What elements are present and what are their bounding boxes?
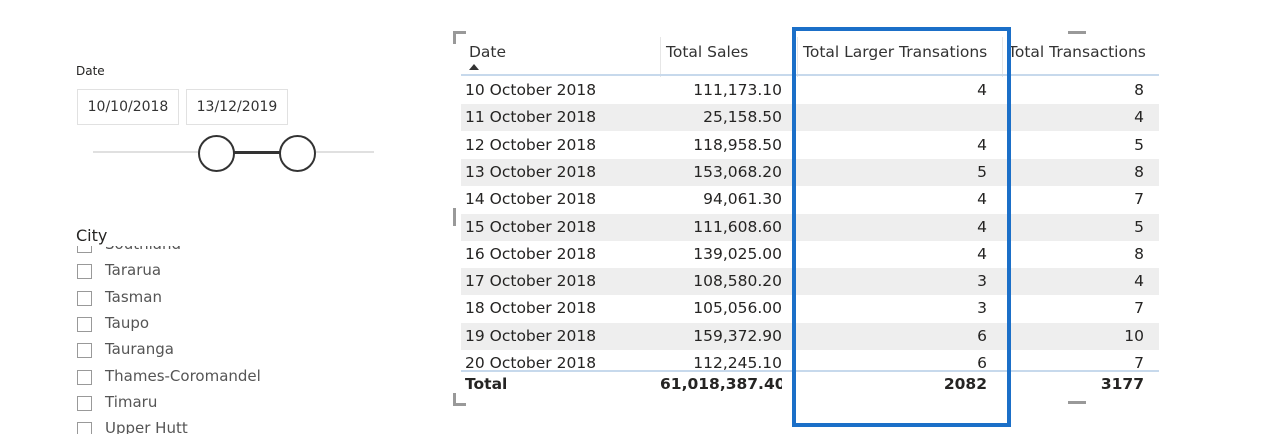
row-band — [461, 268, 1159, 296]
table-cell: 3 — [977, 272, 987, 291]
table-cell: 4 — [977, 135, 987, 154]
table-cell: 153,068.20 — [693, 162, 782, 181]
table-cell: 6 — [977, 354, 987, 370]
table-cell: 4 — [977, 244, 987, 263]
checkbox[interactable] — [77, 264, 92, 280]
city-item: Tararua — [105, 261, 162, 280]
city-item: Upper Hutt — [105, 419, 188, 434]
table-cell: 10 — [1124, 326, 1144, 345]
slider-handle[interactable] — [198, 135, 235, 172]
table-cell: 159,372.90 — [693, 326, 782, 345]
city-item: Southland — [105, 246, 181, 253]
table-cell: 111,173.10 — [693, 81, 782, 99]
highlight-box — [792, 27, 1011, 427]
table-cell: 5 — [977, 162, 987, 181]
table-cell: 19 October 2018 — [465, 326, 597, 345]
table-cell: 25,158.50 — [703, 108, 782, 127]
city-item: Timaru — [105, 392, 158, 411]
column-divider — [660, 37, 661, 77]
table-cell: 7 — [1134, 190, 1144, 209]
focus-corner — [453, 393, 466, 406]
table-cell: 17 October 2018 — [465, 272, 597, 291]
city-title: City — [76, 226, 276, 245]
table-cell: 15 October 2018 — [465, 217, 597, 236]
table-cell: 8 — [1134, 81, 1144, 99]
checkbox[interactable] — [77, 290, 92, 306]
checkbox[interactable] — [77, 422, 92, 434]
table-cell: 112,245.10 — [693, 354, 782, 370]
resize-handle — [1068, 31, 1086, 34]
row-band — [461, 213, 1159, 241]
total-cell: 2082 — [943, 375, 987, 393]
table-cell: 13 October 2018 — [465, 162, 597, 181]
table-cell: 7 — [1134, 354, 1144, 370]
table-cell: 108,580.20 — [693, 272, 782, 291]
total-cell: 61,018,387.40 — [660, 375, 782, 393]
resize-handle — [1068, 401, 1086, 404]
total-cell: 3177 — [1100, 375, 1144, 393]
table-cell: 11 October 2018 — [465, 108, 597, 127]
table-cell: 118,958.50 — [693, 135, 782, 154]
checkbox[interactable] — [77, 395, 92, 411]
table-cell: 12 October 2018 — [465, 135, 597, 154]
table-body: 10 October 2018 111,173.10 4 8 11 October 20… — [461, 77, 1159, 370]
row-band — [461, 104, 1159, 132]
city-item: Taupo — [105, 313, 150, 332]
end-date[interactable]: 13/12/2019 — [186, 89, 288, 125]
start-date[interactable]: 10/10/2018 — [77, 89, 179, 125]
table-cell: 4 — [977, 217, 987, 236]
table-cell: 6 — [977, 326, 987, 345]
table-cell: 4 — [977, 81, 987, 99]
column-header: Total Larger Transations — [803, 43, 988, 61]
table-cell: 16 October 2018 — [465, 244, 597, 263]
table-cell: 8 — [1134, 244, 1144, 263]
table-cell: 4 — [977, 190, 987, 209]
table-cell: 105,056.00 — [693, 299, 782, 318]
table-cell: 3 — [977, 299, 987, 318]
header-line — [461, 74, 1159, 76]
sort-arrow — [469, 64, 479, 70]
table-cell: 4 — [1134, 108, 1144, 127]
column-divider — [797, 37, 798, 77]
table-cell: 5 — [1134, 217, 1144, 236]
table-cell: 4 — [1134, 272, 1144, 291]
table-cell: 139,025.00 — [693, 244, 782, 263]
checkbox[interactable] — [77, 246, 92, 253]
slider-handle[interactable] — [279, 135, 316, 172]
table-cell: 10 October 2018 — [465, 81, 597, 99]
column-header: Total Transactions — [1008, 43, 1146, 61]
table-cell: 94,061.30 — [703, 190, 782, 209]
city-item: Tauranga — [105, 340, 174, 359]
table-cell: 5 — [1134, 135, 1144, 154]
total-cell: Total — [465, 375, 508, 393]
checkbox[interactable] — [77, 343, 92, 359]
table-cell: 111,608.60 — [693, 217, 782, 236]
checkbox[interactable] — [77, 369, 92, 385]
focus-corner — [453, 31, 466, 44]
column-divider — [1002, 37, 1003, 77]
table-cell: 8 — [1134, 162, 1144, 181]
resize-handle — [453, 208, 456, 226]
row-band — [461, 322, 1159, 350]
table-cell: 18 October 2018 — [465, 299, 597, 318]
table-cell: 14 October 2018 — [465, 190, 597, 209]
total-line — [461, 370, 1159, 372]
column-header: Date — [469, 43, 507, 61]
table-cell: 20 October 2018 — [465, 354, 597, 370]
city-item: Tasman — [105, 287, 162, 306]
checkbox[interactable] — [77, 316, 92, 332]
city-item: Thames-Coromandel — [105, 366, 261, 385]
slider-range — [216, 151, 297, 154]
table-cell: 7 — [1134, 299, 1144, 318]
column-header: Total Sales — [666, 43, 749, 61]
row-band — [461, 158, 1159, 186]
table-visual: Date Total Sales Total Larger Transations T… — [455, 31, 1260, 404]
city-list: Southland Tararua Tasman Taupo Tauranga Thame… — [76, 246, 376, 434]
date-label: Date — [76, 64, 105, 78]
